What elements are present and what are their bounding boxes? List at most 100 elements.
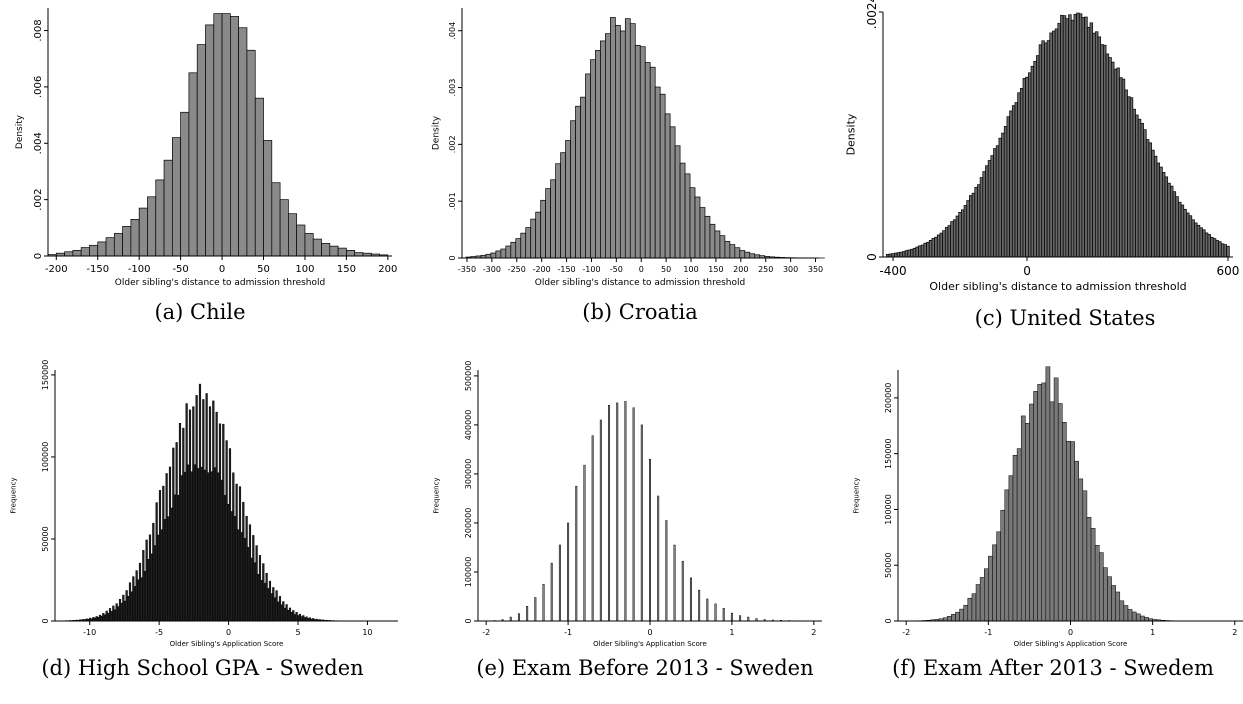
bar (975, 584, 981, 622)
x-tick-label: -1 (564, 628, 572, 637)
bar (1115, 591, 1121, 622)
bar (1131, 611, 1137, 622)
x-tick-label: 1 (1150, 628, 1155, 637)
bar (1094, 545, 1100, 622)
panel-sweden-gpa: -10 -5 0 5 10 0 50000 100000 150000 Older Sibling… (0, 0, 405, 650)
y-tick-label: .004 (448, 22, 457, 40)
bar (1111, 585, 1116, 622)
bar (967, 597, 973, 622)
panel-sweden-exam-after: -2 -1 0 1 2 0 50000 100000 150000 200000 Older Sib… (852, 366, 1243, 648)
bar (1127, 609, 1133, 622)
caption-sweden-exam-after: (f) Exam After 2013 - Swedem (892, 656, 1214, 680)
bar (1049, 401, 1055, 622)
y-tick-label: .0024 (865, 0, 879, 29)
bar (1000, 509, 1006, 622)
y-tick-label: 150000 (41, 360, 50, 391)
y-tick-label: 0 (448, 255, 457, 260)
bar (1004, 489, 1010, 622)
panel-croatia: -350 -300 -250 -200 -150 -100 -50 0 50 100 150 200 2… (0, 0, 830, 290)
x-tick-label: -150 (557, 265, 575, 274)
caption-croatia: (b) Croatia (582, 300, 698, 324)
bar (951, 614, 956, 622)
bar (1025, 422, 1030, 622)
bar (1053, 377, 1059, 622)
y-tick-label: 50000 (41, 526, 50, 551)
y-tick-label: 300000 (464, 459, 473, 490)
x-axis-label: Older sibling's distance to admission th… (535, 278, 745, 288)
y-axis-label: Density (15, 114, 25, 149)
bar (1062, 422, 1067, 622)
panel-chile: -200 -150 -100 -50 0 50 100 150 200 0 .002 .004 .006… (0, 0, 405, 288)
bar (984, 568, 989, 622)
x-tick-label: 10 (362, 628, 372, 637)
y-tick-label: 150000 (884, 438, 893, 469)
x-tick-label: -50 (172, 264, 188, 275)
bar (979, 577, 985, 622)
bar (1140, 615, 1145, 622)
x-tick-label: -200 (45, 264, 68, 275)
y-tick-label: 400000 (464, 410, 473, 441)
bar (1123, 605, 1129, 622)
x-tick-label: 200 (733, 265, 748, 274)
x-tick-label: 150 (337, 264, 356, 275)
bar (1074, 460, 1079, 622)
x-axis-label: Older sibling's distance to admission th… (929, 280, 1186, 293)
y-tick-label: 100000 (41, 442, 50, 473)
x-tick-label: 2 (1232, 628, 1237, 637)
bar (996, 531, 1001, 622)
bar (1082, 490, 1088, 622)
chart-sweden-gpa: -10 -5 0 5 10 0 50000 100000 150000 Older Sibling… (9, 360, 398, 648)
bar (1103, 567, 1108, 622)
x-tick-label: -10 (83, 628, 96, 637)
y-axis-label: Frequency (432, 477, 440, 513)
x-tick-label: 50 (257, 264, 270, 275)
bar (955, 611, 960, 622)
bar (1037, 384, 1043, 622)
x-tick-label: 0 (226, 628, 231, 637)
x-tick-label: 100 (295, 264, 314, 275)
bar (1070, 441, 1075, 622)
x-tick-label: 0 (1023, 264, 1031, 278)
caption-chile: (a) Chile (154, 300, 246, 324)
y-tick-label: 0 (464, 618, 473, 623)
y-axis-label: Frequency (9, 477, 17, 513)
x-tick-label: -1 (984, 628, 992, 637)
x-tick-label: 0 (639, 265, 644, 274)
x-tick-label: 0 (1068, 628, 1073, 637)
y-tick-label: .001 (448, 192, 457, 210)
bar (1045, 366, 1051, 622)
x-tick-label: 1 (729, 628, 734, 637)
y-tick-label: 0 (865, 253, 879, 261)
x-tick-label: 5 (295, 628, 300, 637)
bar (1086, 517, 1092, 622)
x-tick-label: 0 (219, 264, 225, 275)
bar (1012, 455, 1018, 622)
bar (959, 608, 964, 622)
y-tick-label: 100000 (884, 494, 893, 525)
bar (1041, 382, 1047, 622)
x-tick-label: 350 (808, 265, 823, 274)
bar (1107, 576, 1112, 622)
y-tick-label: .002 (448, 135, 457, 153)
y-tick-label: 0 (33, 253, 44, 259)
bar (1119, 600, 1125, 622)
x-tick-label: -2 (482, 628, 490, 637)
bar (1033, 391, 1038, 622)
x-axis-label: Older Sibling's Application Score (170, 640, 284, 648)
y-axis-label: Density (431, 115, 441, 150)
x-tick-label: 200 (378, 264, 397, 275)
y-tick-label: 0 (41, 618, 50, 623)
x-tick-label: 150 (708, 265, 723, 274)
bar (1020, 415, 1026, 622)
x-tick-label: 2 (811, 628, 816, 637)
y-tick-label: 200000 (464, 508, 473, 539)
bar (971, 593, 977, 622)
caption-sweden-exam-before: (e) Exam Before 2013 - Sweden (476, 656, 814, 680)
bar (1008, 475, 1014, 622)
bar (947, 616, 952, 622)
chart-sweden-exam-before: -2 -1 0 1 2 0 100000 200000 300000 400000 500000 Ol… (432, 361, 822, 648)
caption-united-states: (c) United States (974, 306, 1156, 330)
x-tick-label: 600 (1217, 264, 1240, 278)
x-axis-label: Older Sibling's Application Score (593, 640, 707, 648)
x-tick-label: -5 (155, 628, 163, 637)
